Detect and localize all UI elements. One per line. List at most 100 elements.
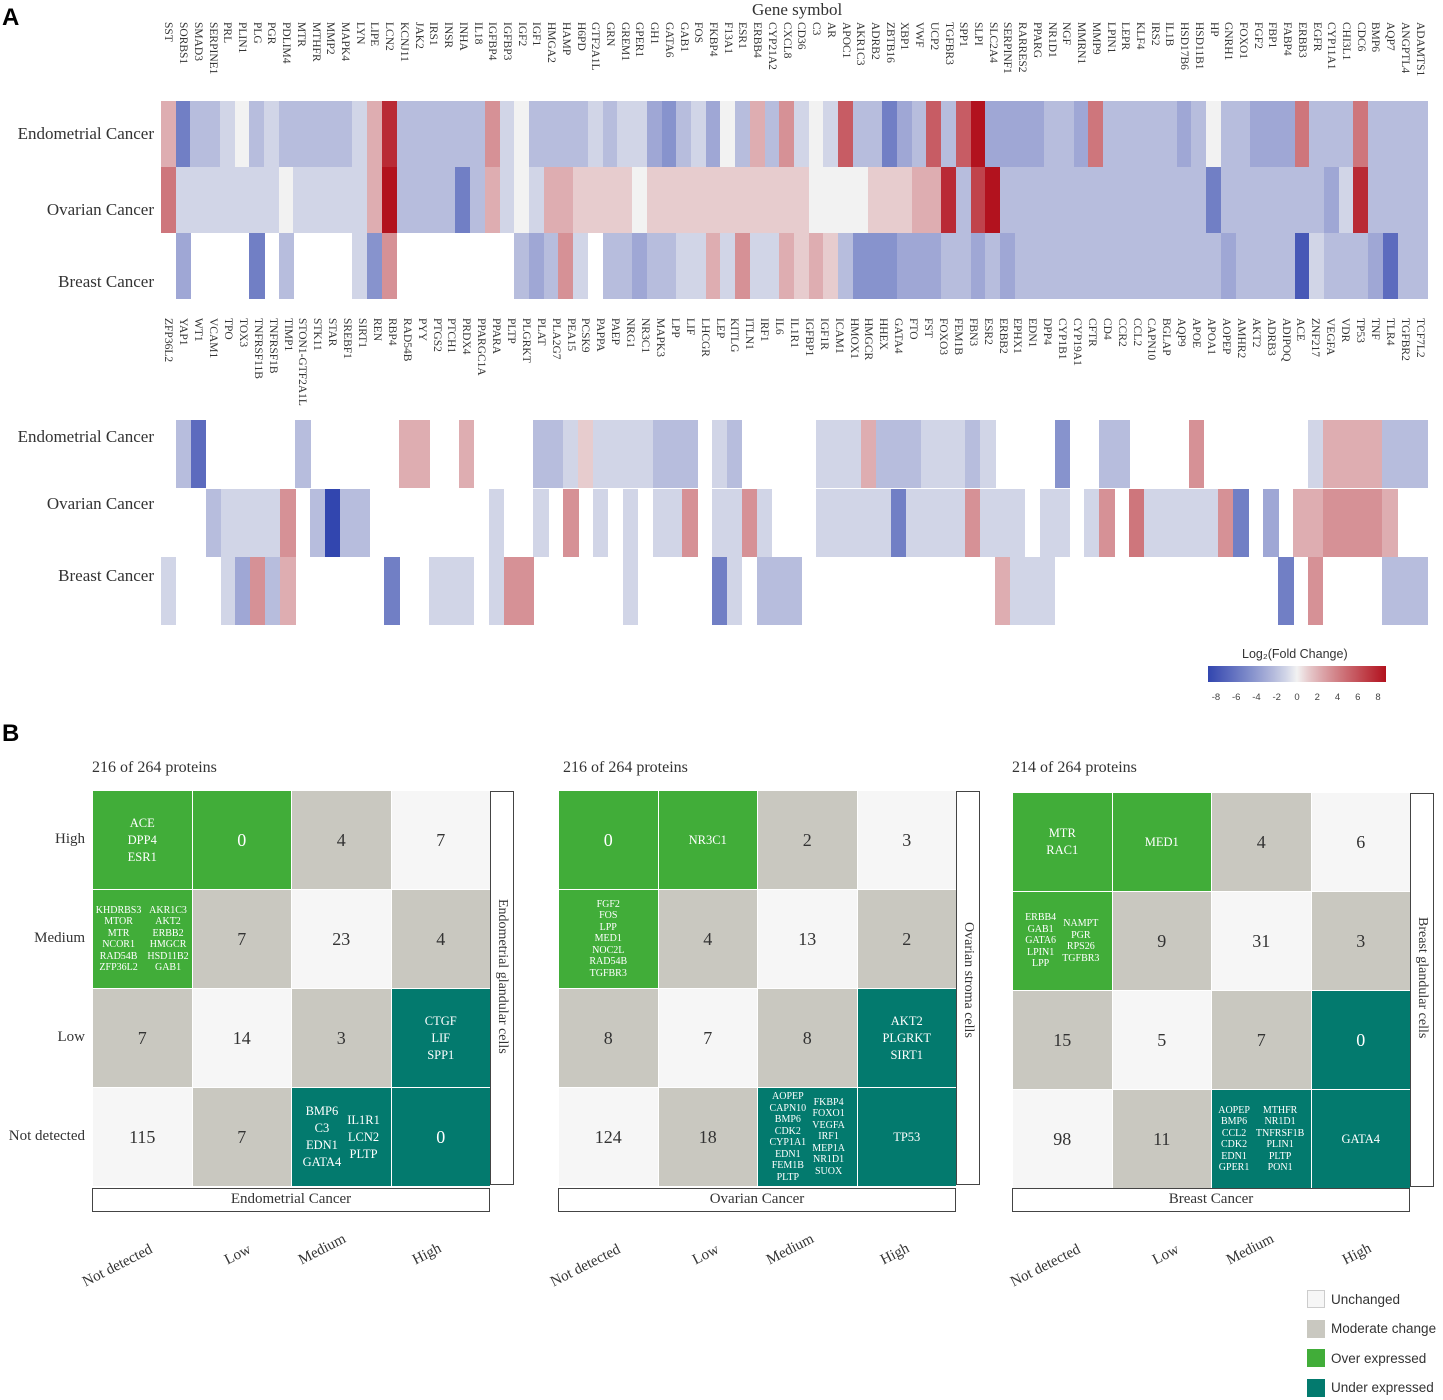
heatmap-cell bbox=[1024, 557, 1041, 625]
grid-title: 216 of 264 proteins bbox=[563, 759, 688, 776]
gene-name: HMGCR bbox=[149, 939, 187, 950]
cell-gene-list: KHDRBS3 MTOR MTR NCOR1 RAD54B ZFP36L2 bbox=[96, 905, 142, 974]
heatmap-cell bbox=[1368, 233, 1384, 299]
cell-value: 0 bbox=[603, 829, 613, 850]
heatmap-cell bbox=[1000, 167, 1016, 233]
heatmap-cell bbox=[1206, 101, 1222, 167]
heatmap-cell bbox=[1309, 167, 1325, 233]
heatmap-cell bbox=[558, 167, 574, 233]
heatmap-cell bbox=[935, 489, 951, 557]
heatmap-cell bbox=[720, 101, 736, 167]
heatmap-cell bbox=[161, 167, 177, 233]
gene-label: ADRB3 bbox=[1264, 318, 1277, 356]
gene-label: TGFBR2 bbox=[1398, 318, 1411, 361]
heatmap-cell bbox=[578, 420, 594, 488]
grid-cell: NR3C1 bbox=[657, 790, 758, 890]
gene-label: AMHR2 bbox=[1234, 318, 1247, 359]
heatmap-cell bbox=[1044, 101, 1060, 167]
heatmap-cell bbox=[499, 101, 515, 167]
cell-value: 9 bbox=[1157, 930, 1167, 951]
grid-cell: 13 bbox=[757, 889, 858, 989]
cell-value: 14 bbox=[232, 1027, 251, 1048]
gene-label: ACE bbox=[1294, 318, 1307, 341]
gene-label: REN bbox=[370, 318, 383, 341]
legend-item: Moderate change bbox=[1307, 1319, 1436, 1338]
heatmap-cell bbox=[190, 420, 207, 488]
side-label: Ovarian stroma cells bbox=[961, 922, 976, 1038]
heatmap-cell bbox=[794, 101, 810, 167]
gene-name: CDK2 bbox=[774, 1125, 801, 1137]
grid-cell: 31 bbox=[1211, 891, 1312, 991]
heatmap-cell bbox=[676, 101, 692, 167]
heatmap-cell bbox=[533, 489, 549, 557]
heatmap-cell bbox=[1352, 420, 1368, 488]
gene-label: MTR bbox=[294, 22, 307, 47]
row-label: Endometrial Cancer bbox=[17, 124, 154, 143]
heatmap-cell bbox=[1191, 167, 1207, 233]
gene-label: SPP1 bbox=[957, 22, 970, 47]
heatmap-cell bbox=[514, 101, 530, 167]
grid-cell: 2 bbox=[757, 790, 858, 890]
gene-name: BMP6 bbox=[305, 1104, 339, 1118]
heatmap-cell bbox=[1029, 167, 1045, 233]
heatmap-cell bbox=[1278, 557, 1294, 625]
cell-gene-list: ACE DPP4 ESR1 bbox=[128, 815, 157, 866]
heatmap-cell bbox=[682, 489, 698, 557]
x-category-label: High bbox=[878, 1240, 912, 1269]
heatmap-cell bbox=[425, 101, 442, 167]
heatmap-cell bbox=[1191, 233, 1207, 299]
heatmap-cell bbox=[808, 167, 825, 233]
heatmap-cell bbox=[1132, 167, 1148, 233]
cell-gene-columns: ERBB4 GAB1 GATA6 LPIN1 LPP NAMPT PGR RPS26 TGFBR… bbox=[1025, 912, 1099, 970]
heatmap-cell bbox=[1412, 233, 1428, 299]
gene-label: PPARA bbox=[490, 318, 503, 355]
heatmap-cell bbox=[838, 233, 854, 299]
heatmap-cell bbox=[823, 167, 839, 233]
grid-cell: KHDRBS3 MTOR MTR NCOR1 RAD54B ZFP36L2 AKR1C3 AK… bbox=[92, 889, 193, 989]
gene-label: FTO bbox=[907, 318, 920, 340]
grid-cell: 4 bbox=[1211, 792, 1312, 892]
gene-label: AQP7 bbox=[1384, 22, 1397, 51]
heatmap-cell bbox=[533, 420, 549, 488]
gene-label: UCP2 bbox=[927, 22, 940, 51]
heatmap-cell bbox=[955, 101, 972, 167]
heatmap-cell bbox=[573, 233, 589, 299]
heatmap-cell bbox=[867, 101, 883, 167]
gene-label: STK11 bbox=[311, 318, 324, 351]
heatmap-cell bbox=[458, 557, 475, 625]
gene-label: STON1-GTF2A1L bbox=[296, 318, 309, 406]
heatmap-cell bbox=[831, 489, 847, 557]
heatmap-cell bbox=[573, 101, 589, 167]
cell-value: 18 bbox=[698, 1126, 717, 1147]
heatmap-cell bbox=[205, 489, 222, 557]
heatmap-cell bbox=[1323, 233, 1340, 299]
heatmap-cell bbox=[1367, 489, 1383, 557]
heatmap-cell bbox=[726, 489, 743, 557]
gene-name: AOPEP bbox=[772, 1091, 804, 1102]
gene-label: CYP21A2 bbox=[765, 22, 778, 70]
heatmap-cell bbox=[1176, 167, 1193, 233]
heatmap-cell bbox=[602, 167, 618, 233]
gene-name: MTOR bbox=[104, 916, 133, 927]
heatmap-cell bbox=[249, 233, 265, 299]
heatmap-cell bbox=[720, 167, 736, 233]
heatmap-cell bbox=[1382, 167, 1399, 233]
heatmap-cell bbox=[726, 420, 743, 488]
heatmap-cell bbox=[529, 233, 545, 299]
legend-swatch bbox=[1307, 1349, 1325, 1367]
heatmap-cell bbox=[712, 489, 728, 557]
heatmap-cell bbox=[617, 233, 633, 299]
heatmap-cell bbox=[1265, 101, 1281, 167]
heatmap-cell bbox=[741, 489, 758, 557]
heatmap-cell bbox=[1203, 489, 1220, 557]
gene-label: FOXO3 bbox=[936, 318, 949, 356]
heatmap-cell bbox=[720, 233, 736, 299]
heatmap-cell bbox=[955, 233, 972, 299]
cell-gene-columns: KHDRBS3 MTOR MTR NCOR1 RAD54B ZFP36L2 AKR1C3 AK… bbox=[96, 905, 189, 974]
legend-label: Under expressed bbox=[1331, 1380, 1434, 1395]
gene-name: HSD11B2 bbox=[147, 950, 189, 962]
cell-value: 15 bbox=[1053, 1029, 1072, 1050]
heatmap-cell bbox=[219, 101, 236, 167]
grid-cell: 9 bbox=[1111, 891, 1212, 991]
heatmap-cell bbox=[749, 101, 766, 167]
